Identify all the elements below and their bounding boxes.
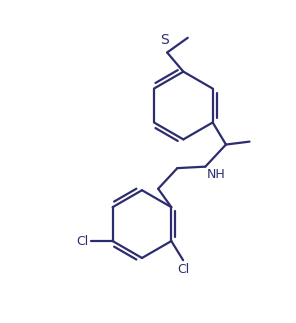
Text: NH: NH xyxy=(207,168,226,181)
Text: Cl: Cl xyxy=(76,234,88,247)
Text: S: S xyxy=(160,33,169,47)
Text: Cl: Cl xyxy=(177,263,189,276)
